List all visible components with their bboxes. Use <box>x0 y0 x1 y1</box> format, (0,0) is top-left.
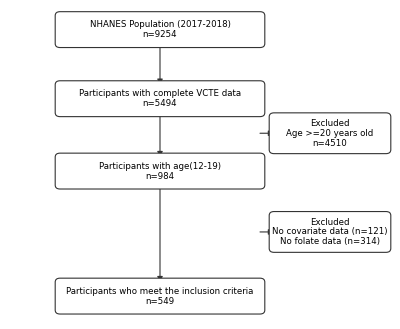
Text: n=984: n=984 <box>146 171 174 181</box>
Text: n=549: n=549 <box>146 296 174 306</box>
FancyBboxPatch shape <box>269 212 391 252</box>
Text: n=5494: n=5494 <box>143 99 177 108</box>
Text: Excluded: Excluded <box>310 217 350 227</box>
Text: No covariate data (n=121): No covariate data (n=121) <box>272 227 388 237</box>
FancyBboxPatch shape <box>269 113 391 154</box>
FancyBboxPatch shape <box>55 81 265 117</box>
Text: n=9254: n=9254 <box>143 30 177 39</box>
FancyBboxPatch shape <box>55 278 265 314</box>
FancyBboxPatch shape <box>55 153 265 189</box>
Text: Participants who meet the inclusion criteria: Participants who meet the inclusion crit… <box>66 287 254 296</box>
Text: No folate data (n=314): No folate data (n=314) <box>280 237 380 246</box>
Text: Participants with complete VCTE data: Participants with complete VCTE data <box>79 89 241 98</box>
Text: Excluded: Excluded <box>310 119 350 128</box>
Text: Age >=20 years old: Age >=20 years old <box>286 129 374 138</box>
FancyBboxPatch shape <box>55 12 265 48</box>
Text: NHANES Population (2017-2018): NHANES Population (2017-2018) <box>90 20 230 29</box>
Text: Participants with age(12-19): Participants with age(12-19) <box>99 162 221 171</box>
Text: n=4510: n=4510 <box>313 139 347 148</box>
